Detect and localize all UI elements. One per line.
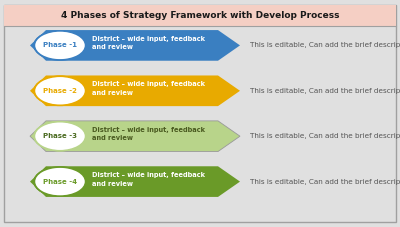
Circle shape xyxy=(37,32,83,59)
Text: Phase -4: Phase -4 xyxy=(43,179,77,185)
Circle shape xyxy=(33,30,87,61)
Circle shape xyxy=(34,76,86,105)
Text: District – wide input, feedback
and review: District – wide input, feedback and revi… xyxy=(92,127,205,141)
Circle shape xyxy=(33,76,87,106)
Circle shape xyxy=(33,166,87,197)
Text: This is editable, Can add the brief description of Phase – 4: This is editable, Can add the brief desc… xyxy=(250,179,400,185)
Text: Phase -1: Phase -1 xyxy=(43,42,77,48)
Polygon shape xyxy=(30,121,240,152)
Polygon shape xyxy=(30,30,240,61)
Polygon shape xyxy=(30,75,240,106)
Circle shape xyxy=(34,31,86,60)
Polygon shape xyxy=(30,166,240,197)
Circle shape xyxy=(37,168,83,195)
Text: District – wide input, feedback
and review: District – wide input, feedback and revi… xyxy=(92,81,205,96)
Text: District – wide input, feedback
and review: District – wide input, feedback and revi… xyxy=(92,36,205,50)
Circle shape xyxy=(34,122,86,151)
Text: This is editable, Can add the brief description of Phase – 2: This is editable, Can add the brief desc… xyxy=(250,88,400,94)
Circle shape xyxy=(34,167,86,196)
Text: Phase -2: Phase -2 xyxy=(43,88,77,94)
FancyBboxPatch shape xyxy=(4,5,396,222)
Circle shape xyxy=(37,78,83,104)
Circle shape xyxy=(37,123,83,149)
Circle shape xyxy=(33,121,87,151)
FancyBboxPatch shape xyxy=(4,5,396,26)
Text: 4 Phases of Strategy Framework with Develop Process: 4 Phases of Strategy Framework with Deve… xyxy=(61,11,339,20)
Text: This is editable, Can add the brief description of Phase – 3: This is editable, Can add the brief desc… xyxy=(250,133,400,139)
Text: Phase -3: Phase -3 xyxy=(43,133,77,139)
Text: This is editable, Can add the brief description of Phase – 1: This is editable, Can add the brief desc… xyxy=(250,42,400,48)
Text: District – wide input, feedback
and review: District – wide input, feedback and revi… xyxy=(92,172,205,187)
